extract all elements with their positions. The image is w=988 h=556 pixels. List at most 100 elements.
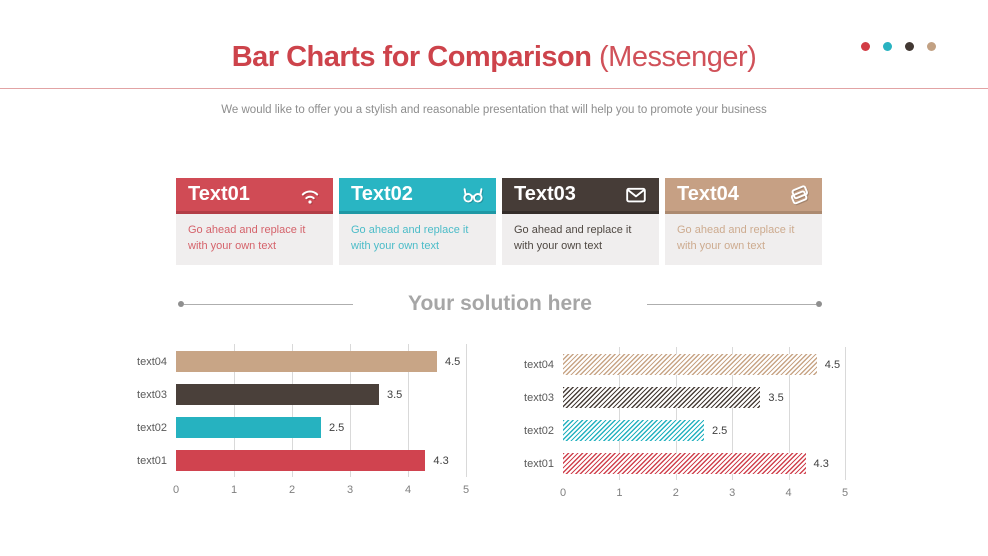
bar-text04: [563, 354, 817, 375]
bar-chart-hatched: text04 text03 text02 text01 4.5 3.5 2.5 4.3…: [515, 347, 849, 500]
subtitle-text: We would like to offer you a stylish and…: [221, 104, 767, 116]
text-cards-row: Text01 Go ahead and replace it with your…: [176, 178, 822, 265]
bar-text02: [176, 417, 321, 438]
page-title: Bar Charts for Comparison (Messenger): [0, 41, 988, 74]
bar-value-label: 4.5: [445, 355, 461, 368]
chart-bars-area: 4.5 3.5 2.5 4.3: [176, 344, 467, 477]
bar-text01: [176, 450, 426, 471]
card-text04: Text04 Go ahead and replace it with your…: [665, 178, 822, 265]
gridline: [732, 347, 734, 480]
envelope-icon: [623, 182, 649, 208]
x-axis-tick: 2: [672, 487, 679, 499]
bar-value-label: 4.3: [433, 454, 449, 467]
bar-value-label: 4.5: [824, 358, 841, 371]
divider-dot-left-icon: [178, 301, 184, 307]
gridline: [619, 347, 621, 480]
header-divider: [0, 88, 988, 89]
card-title: Text03: [514, 183, 576, 205]
bar-row: 4.3: [176, 450, 466, 471]
bar-value-label: 3.5: [768, 391, 784, 404]
gridline: [408, 344, 409, 477]
bar-row: 3.5: [176, 384, 466, 405]
x-axis-tick: 1: [616, 487, 623, 499]
gridline: [466, 344, 467, 477]
bar-row: 2.5: [563, 420, 845, 441]
wifi-icon: [297, 182, 323, 208]
bar-category-label: text02: [524, 424, 554, 437]
x-axis-tick: 2: [288, 484, 296, 496]
bar-category-label: text03: [524, 391, 554, 404]
bar-value-label: 2.5: [329, 421, 345, 434]
bar-row: 4.5: [176, 351, 466, 372]
card-text03: Text03 Go ahead and replace it with your…: [502, 178, 659, 265]
gridline: [675, 347, 677, 480]
bar-row: 4.5: [563, 354, 845, 375]
card-text02: Text02 Go ahead and replace it with your…: [339, 178, 496, 265]
card-header: Text04: [665, 178, 822, 214]
bar-row: 4.3: [563, 453, 845, 474]
bar-row: 3.5: [563, 387, 845, 408]
card-title: Text04: [677, 183, 739, 205]
divider-dot-right-icon: [816, 301, 822, 307]
chart-bars-area: 4.5 3.5 2.5 4.3: [563, 347, 846, 480]
bar-category-label: text01: [524, 457, 554, 470]
x-axis-tick: 3: [729, 487, 736, 499]
x-axis-tick: 4: [404, 484, 412, 496]
card-body-text: Go ahead and replace it with your own te…: [665, 214, 822, 265]
chart-x-axis: 0 1 2 3 4 5: [559, 480, 849, 500]
card-body-text: Go ahead and replace it with your own te…: [339, 214, 496, 265]
bar-row: 2.5: [176, 417, 466, 438]
bar-category-label: text04: [137, 355, 167, 368]
x-axis-tick: 4: [785, 487, 792, 499]
bar-text03: [176, 384, 379, 405]
bar-text03: [563, 387, 761, 408]
bar-text02: [563, 420, 704, 441]
bar-category-label: text04: [524, 358, 554, 371]
x-axis-tick: 1: [230, 484, 238, 496]
bar-category-label: text02: [137, 421, 167, 434]
card-body-text: Go ahead and replace it with your own te…: [176, 214, 333, 265]
dot-red-icon: [861, 42, 870, 51]
glasses-icon: [460, 182, 486, 208]
x-axis-tick: 5: [462, 484, 470, 496]
bar-text04: [176, 351, 437, 372]
cards-icon: [786, 182, 812, 208]
x-axis-tick: 0: [172, 484, 180, 496]
card-title: Text02: [351, 183, 413, 205]
gridline: [292, 344, 293, 477]
bar-chart-solid: text04 text03 text02 text01 4.5 3.5 2.5 4.3…: [128, 344, 470, 497]
card-body-text: Go ahead and replace it with your own te…: [502, 214, 659, 265]
chart-x-axis: 0 1 2 3 4 5: [172, 477, 470, 497]
card-header: Text03: [502, 178, 659, 214]
x-axis-tick: 5: [841, 487, 849, 499]
page-title-sub: (Messenger): [599, 41, 757, 74]
gridline: [234, 344, 235, 477]
bar-text01: [563, 453, 806, 474]
card-header: Text02: [339, 178, 496, 214]
header-dots: [861, 42, 936, 51]
dot-brown-icon: [905, 42, 914, 51]
chart-category-axis: text04 text03 text02 text01: [128, 344, 176, 477]
bar-value-label: 4.3: [813, 457, 829, 470]
bar-category-label: text03: [137, 388, 167, 401]
divider-line-left: [184, 303, 354, 305]
x-axis-tick: 3: [346, 484, 354, 496]
dot-teal-icon: [883, 42, 892, 51]
chart-plot-area: text04 text03 text02 text01 4.5 3.5 2.5 4.3: [128, 344, 467, 477]
card-text01: Text01 Go ahead and replace it with your…: [176, 178, 333, 265]
gridline: [788, 347, 790, 480]
divider-line-right: [646, 303, 816, 305]
solution-divider: Your solution here: [178, 292, 822, 316]
bar-category-label: text01: [137, 454, 167, 467]
gridline: [350, 344, 351, 477]
card-header: Text01: [176, 178, 333, 214]
bar-value-label: 3.5: [387, 388, 403, 401]
bar-value-label: 2.5: [712, 424, 728, 437]
solution-heading: Your solution here: [408, 292, 592, 315]
chart-plot-area: text04 text03 text02 text01 4.5 3.5 2.5 4.3: [515, 347, 846, 480]
gridline: [845, 347, 846, 480]
card-title: Text01: [188, 183, 250, 205]
x-axis-tick: 0: [559, 487, 567, 499]
chart-category-axis: text04 text03 text02 text01: [515, 347, 563, 480]
